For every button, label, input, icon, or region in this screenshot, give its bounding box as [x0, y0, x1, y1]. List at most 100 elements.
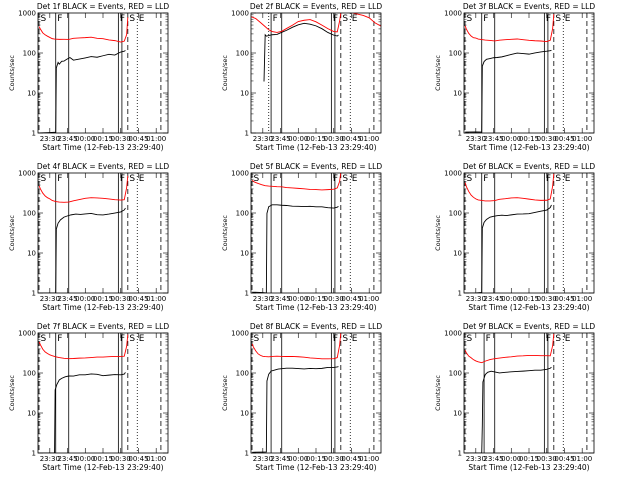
y-tick-label: 100	[236, 210, 249, 218]
x-axis-label: Start Time (12-Feb-13 23:29:40)	[255, 463, 376, 472]
x-tick-label: 00:00	[75, 135, 95, 143]
x-tick-label: 00:00	[288, 135, 308, 143]
series-group	[464, 333, 555, 453]
x-tick-label: 00:30	[324, 295, 344, 303]
y-axis-label: Counts/sec	[434, 55, 442, 91]
time-marker-label: S	[555, 174, 561, 184]
series-events-line	[465, 366, 552, 453]
y-tick-label: 1	[458, 290, 462, 298]
plot-frame	[463, 172, 595, 294]
y-tick-label: 1000	[18, 10, 36, 18]
y-tick-label: 1000	[18, 330, 36, 338]
time-marker-label: F	[333, 334, 338, 344]
series-lld-line	[251, 333, 342, 360]
time-marker-label: E	[352, 174, 358, 184]
series-group	[251, 13, 381, 82]
x-tick-label: 00:00	[501, 295, 521, 303]
series-group	[251, 333, 342, 453]
series-events-line	[39, 50, 126, 133]
x-tick-label: 00:30	[537, 135, 557, 143]
y-tick-label: 100	[236, 370, 249, 378]
chart-panel-1: Det 1f BLACK = Events, RED = LLD Counts/s…	[8, 2, 169, 152]
y-axis-label: Counts/sec	[8, 375, 16, 411]
time-marker-label: E	[139, 174, 145, 184]
y-tick-label: 100	[23, 50, 36, 58]
x-tick-label: 00:30	[537, 455, 557, 463]
x-tick-label: 00:00	[75, 295, 95, 303]
y-tick-label: 10	[27, 250, 36, 258]
y-axis-label: Counts/sec	[221, 375, 229, 411]
time-marker-label: S	[467, 334, 473, 344]
time-marker-label: F	[273, 174, 278, 184]
x-tick-label: 00:30	[537, 295, 557, 303]
time-marker-label: F	[120, 174, 125, 184]
chart-panel-7: Det 7f BLACK = Events, RED = LLD Counts/s…	[8, 322, 169, 472]
plot-frame	[250, 12, 382, 134]
x-tick-label: 01:00	[146, 455, 166, 463]
x-axis-label: Start Time (12-Feb-13 23:29:40)	[42, 463, 163, 472]
time-marker-label: S	[555, 334, 561, 344]
chart-title: Det 2f BLACK = Events, RED = LLD	[250, 2, 383, 11]
series-group	[38, 17, 129, 133]
time-marker-label: F	[483, 14, 488, 24]
x-tick-label: 00:00	[501, 135, 521, 143]
time-marker-label: S	[129, 334, 135, 344]
y-tick-label: 1000	[444, 170, 462, 178]
series-lld-line	[38, 334, 129, 360]
y-tick-label: 1000	[444, 330, 462, 338]
time-marker-label: S	[342, 14, 348, 24]
y-tick-label: 100	[449, 210, 462, 218]
x-tick-label: 00:15	[93, 455, 113, 463]
x-tick-label: 23:45	[57, 455, 77, 463]
x-tick-label: 23:30	[466, 295, 486, 303]
x-tick-label: 00:45	[554, 135, 574, 143]
time-marker-label: S	[129, 174, 135, 184]
time-marker-label: F	[483, 174, 488, 184]
x-tick-label: 00:45	[554, 295, 574, 303]
x-tick-label: 00:30	[324, 455, 344, 463]
y-tick-label: 10	[240, 250, 249, 258]
chart-title: Det 1f BLACK = Events, RED = LLD	[37, 2, 170, 11]
y-tick-label: 100	[449, 370, 462, 378]
x-tick-label: 00:15	[93, 295, 113, 303]
time-marker-label: S	[129, 14, 135, 24]
x-axis-label: Start Time (12-Feb-13 23:29:40)	[468, 143, 589, 152]
y-tick-label: 100	[23, 370, 36, 378]
chart-panel-3: Det 3f BLACK = Events, RED = LLD Counts/s…	[434, 2, 595, 152]
series-events-line	[465, 49, 552, 133]
series-events-line	[263, 22, 339, 82]
x-tick-label: 00:45	[128, 135, 148, 143]
time-marker-label: E	[352, 334, 358, 344]
y-axis-label: Counts/sec	[8, 215, 16, 251]
y-tick-label: 1	[458, 130, 462, 138]
y-tick-label: 10	[453, 250, 462, 258]
x-tick-label: 23:45	[483, 135, 503, 143]
series-events-line	[252, 366, 339, 453]
series-lld-line	[38, 175, 129, 203]
y-tick-label: 1	[245, 130, 249, 138]
time-marker-label: F	[273, 14, 278, 24]
series-events-line	[39, 207, 126, 293]
series-lld-line	[251, 173, 342, 191]
x-tick-label: 00:15	[306, 295, 326, 303]
series-lld-line	[464, 173, 555, 202]
y-tick-label: 1000	[231, 330, 249, 338]
chart-title: Det 4f BLACK = Events, RED = LLD	[37, 162, 170, 171]
plot-frame	[37, 12, 169, 134]
x-axis-label: Start Time (12-Feb-13 23:29:40)	[42, 303, 163, 312]
time-marker-label: E	[565, 334, 571, 344]
x-tick-label: 01:00	[359, 295, 379, 303]
x-tick-label: 01:00	[572, 135, 592, 143]
time-marker-label: S	[254, 334, 260, 344]
x-tick-label: 23:45	[270, 455, 290, 463]
time-marker-label: E	[139, 334, 145, 344]
x-tick-label: 00:45	[128, 455, 148, 463]
x-tick-label: 23:45	[270, 295, 290, 303]
y-axis-label: Counts/sec	[8, 55, 16, 91]
y-tick-label: 100	[449, 50, 462, 58]
x-axis-label: Start Time (12-Feb-13 23:29:40)	[468, 463, 589, 472]
x-tick-label: 01:00	[359, 455, 379, 463]
x-tick-label: 23:30	[40, 295, 60, 303]
series-group	[38, 334, 129, 453]
x-tick-label: 23:30	[253, 455, 273, 463]
